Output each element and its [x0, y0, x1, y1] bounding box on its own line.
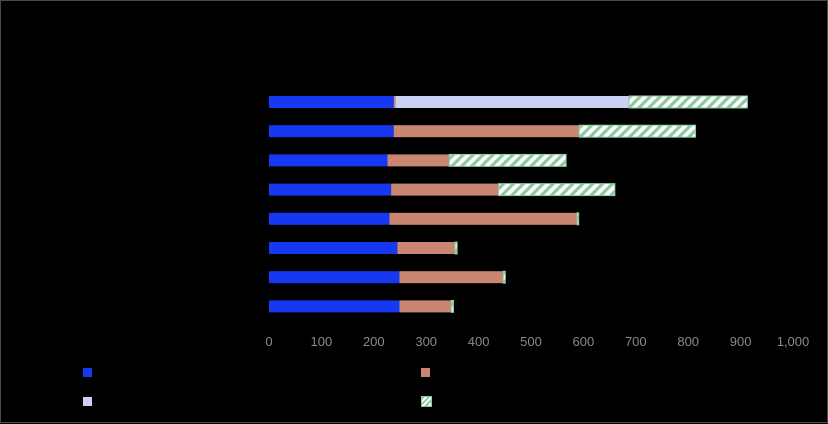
x-tick-label: 0 [265, 334, 272, 349]
bar-segment-series3-row1 [395, 96, 629, 108]
bar-segment-series4-row5 [576, 212, 580, 226]
x-tick-label: 1,000 [777, 334, 810, 349]
bar-segment-series2-row4 [391, 183, 499, 196]
x-tick-label: 500 [520, 334, 542, 349]
x-tick-label: 400 [468, 334, 490, 349]
x-tick-label: 800 [677, 334, 699, 349]
bar-segment-series1-row4 [269, 183, 392, 196]
bar-segment-series4-row1 [628, 95, 748, 109]
x-tick-label: 600 [573, 334, 595, 349]
bar-segment-series2-row8 [399, 300, 452, 313]
x-tick-label: 100 [311, 334, 333, 349]
bar-segment-series4-row8 [450, 299, 454, 313]
bar-segment-series1-row8 [269, 300, 400, 313]
bar-segment-series2-row7 [399, 271, 504, 284]
bar-segment-series2-row2 [393, 125, 580, 138]
legend-swatch-series2 [421, 368, 430, 377]
bar-segment-series1-row5 [269, 212, 390, 225]
bar-segment-series1-row7 [269, 271, 400, 284]
legend-swatch-series4 [421, 396, 432, 407]
bar-segment-series4-row4 [498, 183, 616, 197]
bar-segment-series4-row6 [454, 241, 458, 255]
bar-segment-series4-row7 [502, 270, 506, 284]
bar-segment-series1-row2 [269, 125, 394, 138]
legend-swatch-series1 [83, 368, 92, 377]
x-tick-label: 200 [363, 334, 385, 349]
legend-swatch-series3 [83, 397, 92, 406]
bars [269, 95, 748, 313]
bar-segment-series2-row3 [387, 154, 450, 167]
bar-segment-series2-row1 [393, 96, 396, 108]
x-tick-labels: 0 100 200 300 400 500 600 700 800 900 1,000 [265, 334, 809, 349]
bar-segment-series1-row3 [269, 154, 388, 167]
bar-segment-series4-row2 [578, 124, 697, 138]
x-tick-label: 700 [625, 334, 647, 349]
bar-segment-series1-row1 [269, 96, 394, 108]
bar-segment-series1-row6 [269, 242, 398, 254]
x-tick-label: 300 [415, 334, 437, 349]
bar-segment-series2-row5 [389, 212, 578, 225]
bar-segment-series2-row6 [397, 242, 456, 254]
bar-segment-series4-row3 [448, 153, 567, 167]
x-tick-label: 900 [730, 334, 752, 349]
